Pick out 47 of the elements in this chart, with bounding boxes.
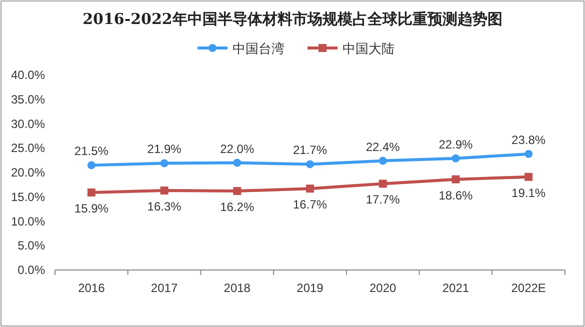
y-tick-label: 0.0% xyxy=(18,263,46,277)
x-tick-label: 2022E xyxy=(511,281,546,295)
y-tick-label: 40.0% xyxy=(10,68,46,82)
point xyxy=(452,154,460,162)
data-label: 17.7% xyxy=(366,192,400,207)
point xyxy=(378,180,387,188)
y-tick-label: 35.0% xyxy=(10,92,46,106)
y-tick-label: 20.0% xyxy=(10,166,46,180)
x-tick-label: 2021 xyxy=(442,281,470,295)
point xyxy=(524,172,533,181)
x-tick-label: 2018 xyxy=(224,281,251,295)
x-tick-label: 2016 xyxy=(78,281,106,295)
data-label: 19.1% xyxy=(512,186,546,200)
x-tick-label: 2020 xyxy=(370,281,397,295)
y-tick-label: 10.0% xyxy=(10,214,46,228)
data-label: 21.5% xyxy=(74,144,109,158)
data-label: 23.8% xyxy=(512,132,546,147)
chart-title: 2016-2022年中国半导体材料市场规模占全球比重预测趋势图 xyxy=(82,10,502,28)
point xyxy=(160,159,168,168)
point xyxy=(160,186,168,195)
point xyxy=(452,175,460,184)
point xyxy=(378,156,387,165)
point xyxy=(233,187,242,196)
data-label: 16.2% xyxy=(220,200,254,214)
point xyxy=(306,160,314,168)
y-tick-label: 25.0% xyxy=(10,141,46,156)
data-label: 22.4% xyxy=(366,140,400,154)
point xyxy=(87,188,96,196)
data-label: 16.3% xyxy=(147,200,182,214)
legend-label: 中国大陆 xyxy=(342,41,394,56)
point xyxy=(87,161,96,170)
data-label: 21.7% xyxy=(292,143,328,158)
point xyxy=(524,150,533,158)
data-label: 22.0% xyxy=(220,142,254,156)
y-tick-label: 5.0% xyxy=(18,238,46,253)
data-label: 21.9% xyxy=(147,142,182,156)
data-label: 16.7% xyxy=(292,198,328,212)
data-label: 18.6% xyxy=(438,188,474,202)
point xyxy=(233,158,242,167)
x-tick-label: 2017 xyxy=(150,281,178,295)
y-tick-label: 30.0% xyxy=(10,116,46,131)
legend-label: 中国台湾 xyxy=(232,41,284,56)
x-tick-label: 2019 xyxy=(296,281,324,295)
y-tick-label: 15.0% xyxy=(10,190,46,204)
data-label: 22.9% xyxy=(438,137,474,152)
data-label: 15.9% xyxy=(74,201,109,216)
point xyxy=(306,184,314,193)
